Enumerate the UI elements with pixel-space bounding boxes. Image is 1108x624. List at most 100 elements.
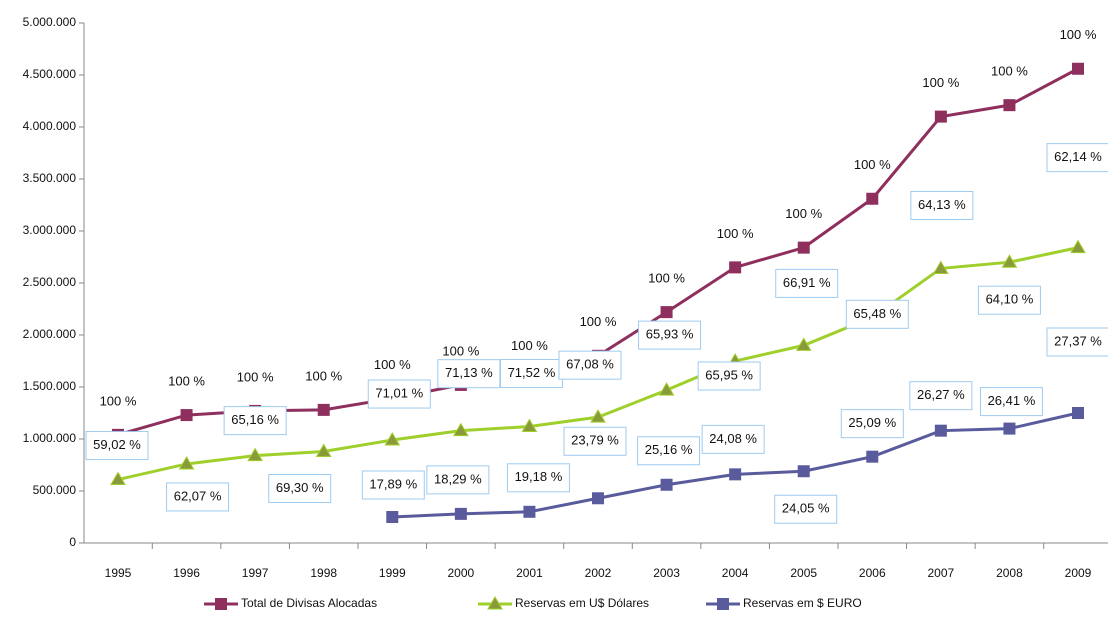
data-label-box <box>166 482 230 512</box>
data-label: 65,16 % <box>231 412 279 427</box>
x-tick-label: 2001 <box>516 566 543 580</box>
data-label-box <box>697 361 761 391</box>
marker <box>1003 422 1016 435</box>
data-label: 100 % <box>305 368 342 383</box>
marker <box>934 110 947 123</box>
data-label-box <box>563 426 627 456</box>
data-label-box <box>426 465 490 495</box>
data-label: 59,02 % <box>93 437 141 452</box>
marker <box>1001 254 1018 268</box>
data-label: 26,41 % <box>988 393 1036 408</box>
data-label: 100 % <box>991 64 1028 79</box>
data-label: 71,13 % <box>445 365 493 380</box>
x-tick-label: 2007 <box>928 566 955 580</box>
x-tick-label: 1998 <box>310 566 337 580</box>
data-label: 100 % <box>922 75 959 90</box>
data-label: 100 % <box>717 226 754 241</box>
marker <box>729 468 742 481</box>
y-tick-label: 4.000.000 <box>23 119 77 133</box>
x-tick-label: 1997 <box>242 566 269 580</box>
legend-label: Reservas em $ EURO <box>743 596 862 610</box>
x-tick-label: 2009 <box>1065 566 1092 580</box>
data-label: 27,37 % <box>1054 333 1102 348</box>
data-label: 65,48 % <box>853 306 901 321</box>
x-tick-label: 1996 <box>173 566 200 580</box>
marker <box>1072 62 1084 75</box>
data-label: 23,79 % <box>571 433 619 448</box>
marker <box>934 424 947 437</box>
data-label: 18,29 % <box>434 471 482 486</box>
legend-marker <box>215 598 227 610</box>
data-label: 62,14 % <box>1054 149 1102 164</box>
data-label: 24,05 % <box>782 501 830 516</box>
data-label-box <box>840 409 904 439</box>
data-label: 100 % <box>580 314 617 329</box>
data-label-box <box>268 473 332 503</box>
data-label-box <box>506 463 570 493</box>
data-label: 17,89 % <box>369 476 417 491</box>
data-label-box <box>910 190 974 220</box>
data-label: 100 % <box>237 369 274 384</box>
y-tick-label: 4.500.000 <box>23 67 77 81</box>
y-tick-label: 2.500.000 <box>23 275 77 289</box>
y-tick-label: 0 <box>69 535 76 549</box>
x-tick-label: 1995 <box>105 566 132 580</box>
y-tick-label: 5.000.000 <box>23 15 77 29</box>
marker <box>866 450 879 463</box>
data-label: 71,01 % <box>375 385 423 400</box>
marker <box>1070 239 1086 254</box>
y-tick-label: 1.000.000 <box>23 431 77 445</box>
marker <box>452 422 469 437</box>
data-label: 100 % <box>854 157 891 172</box>
data-label: 100 % <box>100 393 137 408</box>
marker <box>317 403 330 416</box>
marker <box>178 455 195 470</box>
data-label-box <box>774 494 838 524</box>
data-label: 62,07 % <box>174 488 222 503</box>
data-label-box <box>85 431 149 461</box>
data-label: 19,18 % <box>515 469 563 484</box>
data-label: 100 % <box>785 206 822 221</box>
data-label-box <box>1046 143 1108 173</box>
marker <box>110 471 126 486</box>
x-tick-label: 2004 <box>722 566 749 580</box>
marker <box>1003 99 1016 112</box>
data-label-box <box>638 320 702 350</box>
x-tick-label: 2003 <box>653 566 680 580</box>
marker <box>247 447 264 462</box>
marker <box>454 507 467 520</box>
marker <box>932 260 949 274</box>
data-label: 71,52 % <box>508 365 556 380</box>
marker <box>729 261 742 274</box>
y-tick-label: 500.000 <box>33 483 77 497</box>
marker <box>658 382 675 396</box>
data-label-box <box>637 436 701 466</box>
data-label: 25,16 % <box>645 442 693 457</box>
x-tick-label: 1999 <box>379 566 406 580</box>
data-label: 64,13 % <box>918 197 966 212</box>
data-label-box <box>775 268 839 298</box>
data-label-box <box>499 359 563 389</box>
x-tick-label: 2008 <box>996 566 1023 580</box>
marker <box>590 409 606 423</box>
y-tick-label: 2.000.000 <box>23 327 77 341</box>
marker <box>315 443 332 457</box>
data-label-box <box>909 381 973 411</box>
y-tick-label: 3.000.000 <box>23 223 77 237</box>
data-label: 100 % <box>374 357 411 372</box>
marker <box>386 511 399 523</box>
marker <box>523 505 536 518</box>
data-label-box <box>977 285 1041 315</box>
data-label: 64,10 % <box>986 292 1034 307</box>
legend-label: Total de Divisas Alocadas <box>241 596 377 610</box>
data-label: 66,91 % <box>783 275 831 290</box>
data-label: 69,30 % <box>276 480 324 495</box>
marker <box>180 409 193 422</box>
marker <box>660 478 673 491</box>
data-label-box <box>979 387 1043 417</box>
data-label-box <box>1046 327 1108 357</box>
data-label-box <box>367 379 431 409</box>
data-label: 100 % <box>168 374 205 389</box>
marker <box>795 337 812 351</box>
